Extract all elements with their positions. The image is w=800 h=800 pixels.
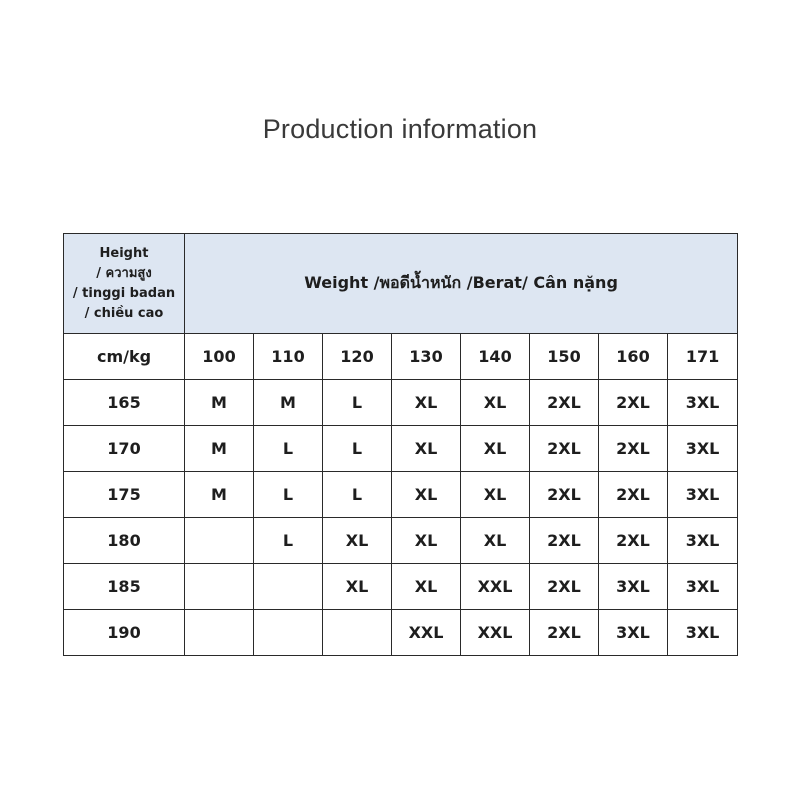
height-header-line: / ความสูง [96,265,152,281]
size-cell [184,563,254,610]
table-row: 180 L XL XL XL 2XL 2XL 3XL [63,517,739,564]
size-cell: 3XL [666,563,739,610]
table-row: 190 XXL XXL 2XL 3XL 3XL [63,609,739,656]
size-cell: XXL [460,609,530,656]
size-cell: 2XL [529,425,599,472]
size-cell: M [184,471,254,518]
weight-value-cell: 171 [666,333,739,380]
size-cell: 2XL [529,563,599,610]
height-value-cell: 170 [63,425,185,472]
size-cell: XL [391,379,461,426]
height-value-cell: 180 [63,517,185,564]
height-value-cell: 185 [63,563,185,610]
size-cell [184,517,254,564]
size-cell: XL [460,425,530,472]
size-cell: XXL [460,563,530,610]
size-cell: L [322,379,392,426]
table-row: 175 M L L XL XL 2XL 2XL 3XL [63,471,739,518]
unit-label-cell: cm/kg [63,333,185,380]
size-cell: L [253,425,323,472]
size-cell: 2XL [598,517,668,564]
size-cell: M [253,379,323,426]
size-cell: 2XL [598,471,668,518]
weight-value-cell: 150 [529,333,599,380]
size-cell: 3XL [666,379,739,426]
table-row: 185 XL XL XXL 2XL 3XL 3XL [63,563,739,610]
size-cell: 2XL [598,425,668,472]
size-cell: 2XL [529,379,599,426]
size-cell: L [322,425,392,472]
size-cell: 3XL [598,563,668,610]
weight-value-cell: 130 [391,333,461,380]
size-cell: XL [391,517,461,564]
weight-value-cell: 120 [322,333,392,380]
size-cell: 3XL [666,471,739,518]
weight-values-row: cm/kg 100 110 120 130 140 150 160 171 [63,333,739,380]
size-cell: XL [460,517,530,564]
size-cell: XXL [391,609,461,656]
table-row: 165 M M L XL XL 2XL 2XL 3XL [63,379,739,426]
height-header-line: / tinggi badan [72,285,176,301]
size-cell: 3XL [666,425,739,472]
height-value-cell: 190 [63,609,185,656]
size-cell: L [322,471,392,518]
size-chart-table: Height / ความสูง / tinggi badan / chiều … [63,233,739,656]
size-cell: XL [460,471,530,518]
size-cell: L [253,517,323,564]
size-cell: 2XL [529,609,599,656]
table-row: 170 M L L XL XL 2XL 2XL 3XL [63,425,739,472]
height-header-line: Height [99,245,149,261]
size-cell: XL [391,563,461,610]
height-value-cell: 165 [63,379,185,426]
weight-header-cell: Weight /พอดีน้ำหนัก /Berat/ Cân nặng [183,233,739,334]
size-cell: 2XL [529,471,599,518]
size-cell: XL [460,379,530,426]
height-header-line: / chiều cao [84,305,164,321]
size-cell: L [253,471,323,518]
size-cell: XL [391,471,461,518]
height-header-cell: Height / ความสูง / tinggi badan / chiều … [63,233,185,334]
size-cell: M [184,379,254,426]
size-cell: 3XL [666,609,739,656]
size-cell: M [184,425,254,472]
size-cell: XL [391,425,461,472]
size-cell [322,609,392,656]
size-cell: 2XL [529,517,599,564]
page-title: Production information [262,114,538,144]
size-cell: 2XL [598,379,668,426]
table-header-row: Height / ความสูง / tinggi badan / chiều … [63,233,739,334]
size-cell [184,609,254,656]
weight-value-cell: 140 [460,333,530,380]
height-value-cell: 175 [63,471,185,518]
size-cell: 3XL [666,517,739,564]
size-cell [253,563,323,610]
weight-value-cell: 160 [598,333,668,380]
size-cell: XL [322,563,392,610]
weight-value-cell: 100 [184,333,254,380]
size-cell: 3XL [598,609,668,656]
weight-value-cell: 110 [253,333,323,380]
size-cell [253,609,323,656]
size-cell: XL [322,517,392,564]
